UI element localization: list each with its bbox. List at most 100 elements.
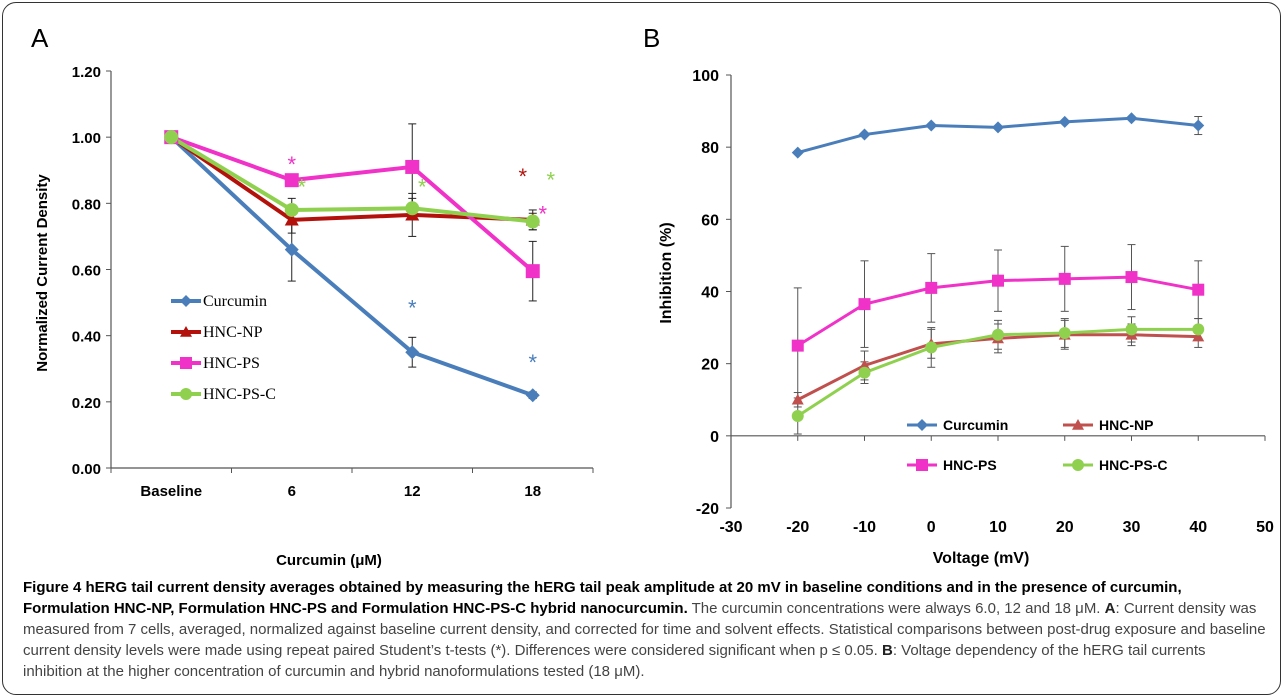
- legend-marker-a: [180, 326, 192, 337]
- legend-a: Curcumin HNC-NP HNC-PS HNC-PS-C: [171, 293, 276, 403]
- x-tick-label-a: 18: [524, 483, 541, 500]
- y-tick-label-b: 20: [701, 357, 719, 374]
- data-point-b: [858, 298, 871, 311]
- data-point-b: [992, 274, 1004, 287]
- x-tick-label-b: -20: [786, 519, 809, 536]
- y-tick-label-b: -20: [696, 501, 719, 518]
- y-tick-label-b: 60: [701, 212, 719, 229]
- panel-label-b: B: [643, 23, 660, 53]
- y-tick-label-b: 0: [710, 429, 719, 446]
- data-point-b: [858, 128, 871, 141]
- y-tick-label-a: 1.00: [72, 130, 101, 147]
- y-tick-label-a: 0.80: [72, 196, 101, 213]
- x-tick-label-b: -10: [853, 519, 876, 536]
- panel-label-a: A: [31, 23, 49, 53]
- data-point-a: [525, 388, 540, 403]
- significance-marker-a: *: [408, 295, 417, 320]
- data-point-b: [1125, 271, 1138, 284]
- legend-label-a: Curcumin: [203, 293, 267, 310]
- data-point-b: [858, 366, 871, 379]
- caption-title: Figure 4 hERG tail current density avera…: [23, 579, 1182, 617]
- series-line-a: [169, 135, 534, 398]
- data-point-b: [925, 341, 938, 354]
- legend-label-a: HNC-NP: [203, 324, 263, 341]
- data-point-a: [284, 173, 299, 188]
- data-point-a: [284, 202, 299, 217]
- data-point-a: [525, 264, 540, 279]
- data-point-a: [284, 212, 299, 226]
- x-tick-label-b: 10: [989, 519, 1007, 536]
- legend-label-b: Curcumin: [943, 417, 1008, 433]
- x-axis-label-a: Curcumin (μM): [276, 552, 382, 569]
- significance-marker-a: *: [518, 164, 527, 189]
- data-point-a: [164, 130, 179, 145]
- x-tick-label-a: Baseline: [140, 483, 202, 500]
- x-tick-label-a: 12: [404, 483, 421, 500]
- data-point-a: [405, 159, 420, 174]
- data-point-b: [992, 328, 1004, 341]
- x-axis-label-b: Voltage (mV): [933, 550, 1030, 567]
- data-point-b: [925, 119, 938, 132]
- y-axis-label-a: Normalized Current Density: [34, 174, 51, 372]
- y-tick-label-b: 100: [692, 68, 719, 85]
- data-point-b: [1192, 323, 1205, 336]
- data-point-b: [925, 281, 938, 294]
- data-point-a: [405, 201, 420, 216]
- data-point-a: [525, 214, 540, 229]
- y-tick-label-a: 1.20: [72, 64, 101, 81]
- data-point-b: [992, 121, 1004, 134]
- legend-marker-a: [180, 388, 192, 400]
- significance-marker-a: *: [418, 174, 427, 199]
- caption-label-a: A: [1104, 600, 1116, 617]
- caption-text-b: : Voltage dependency of the hERG tail cu…: [23, 642, 1206, 680]
- legend-label-a: HNC-PS: [203, 355, 260, 372]
- x-tick-label-b: -30: [719, 519, 742, 536]
- y-tick-label-b: 40: [701, 285, 719, 302]
- series-line-a: [170, 135, 535, 273]
- figure-caption: Figure 4 hERG tail current density avera…: [23, 577, 1268, 682]
- panel-a: A ****** * * 0.000.200.400.600.801.001.20B…: [31, 23, 594, 569]
- x-tick-label-b: 50: [1256, 519, 1274, 536]
- data-point-b: [791, 393, 804, 405]
- data-point-b: [1125, 112, 1138, 125]
- series-line-a: [170, 135, 533, 224]
- significance-marker-a: *: [297, 174, 306, 199]
- y-tick-label-a: 0.00: [72, 461, 101, 478]
- x-tick-label-b: 0: [927, 519, 936, 536]
- data-point-b: [791, 409, 804, 422]
- y-tick-label-a: 0.40: [72, 329, 101, 346]
- x-tick-label-b: 20: [1056, 519, 1074, 536]
- caption-text-intro: The curcumin concentrations were always …: [687, 600, 1105, 617]
- data-point-b: [1058, 272, 1071, 285]
- legend-label-b: HNC-PS: [943, 457, 997, 473]
- data-point-b: [1192, 283, 1205, 296]
- y-tick-label-b: 80: [701, 140, 719, 157]
- data-point-b: [1058, 326, 1071, 339]
- x-tick-label-a: 6: [288, 483, 296, 500]
- legend-marker-b: [1072, 419, 1084, 430]
- data-point-b: [1125, 323, 1138, 336]
- data-point-b: [1192, 119, 1205, 132]
- legend-marker-a: [180, 295, 192, 307]
- legend-marker-b: [1072, 459, 1084, 471]
- data-point-a: [284, 242, 299, 257]
- data-point-b: [1058, 115, 1071, 128]
- x-tick-label-b: 30: [1123, 519, 1141, 536]
- caption-label-b: B: [881, 642, 893, 659]
- data-point-a: [405, 345, 420, 360]
- significance-marker-a: *: [538, 201, 547, 226]
- caption-text-a: : Current density was measured from 7 ce…: [23, 600, 1266, 659]
- legend-label-a: HNC-PS-C: [203, 386, 276, 403]
- y-axis-label-b: Inhibition (%): [658, 222, 675, 323]
- y-tick-label-a: 0.60: [72, 263, 101, 280]
- significance-marker-a: *: [528, 350, 537, 375]
- legend-label-b: HNC-NP: [1099, 417, 1153, 433]
- data-point-b: [791, 339, 804, 352]
- significance-marker-a: *: [546, 167, 555, 192]
- legend-label-b: HNC-PS-C: [1099, 457, 1167, 473]
- legend-marker-a: [180, 357, 192, 369]
- legend-marker-b: [916, 419, 928, 431]
- significance-marker-a: *: [287, 152, 296, 177]
